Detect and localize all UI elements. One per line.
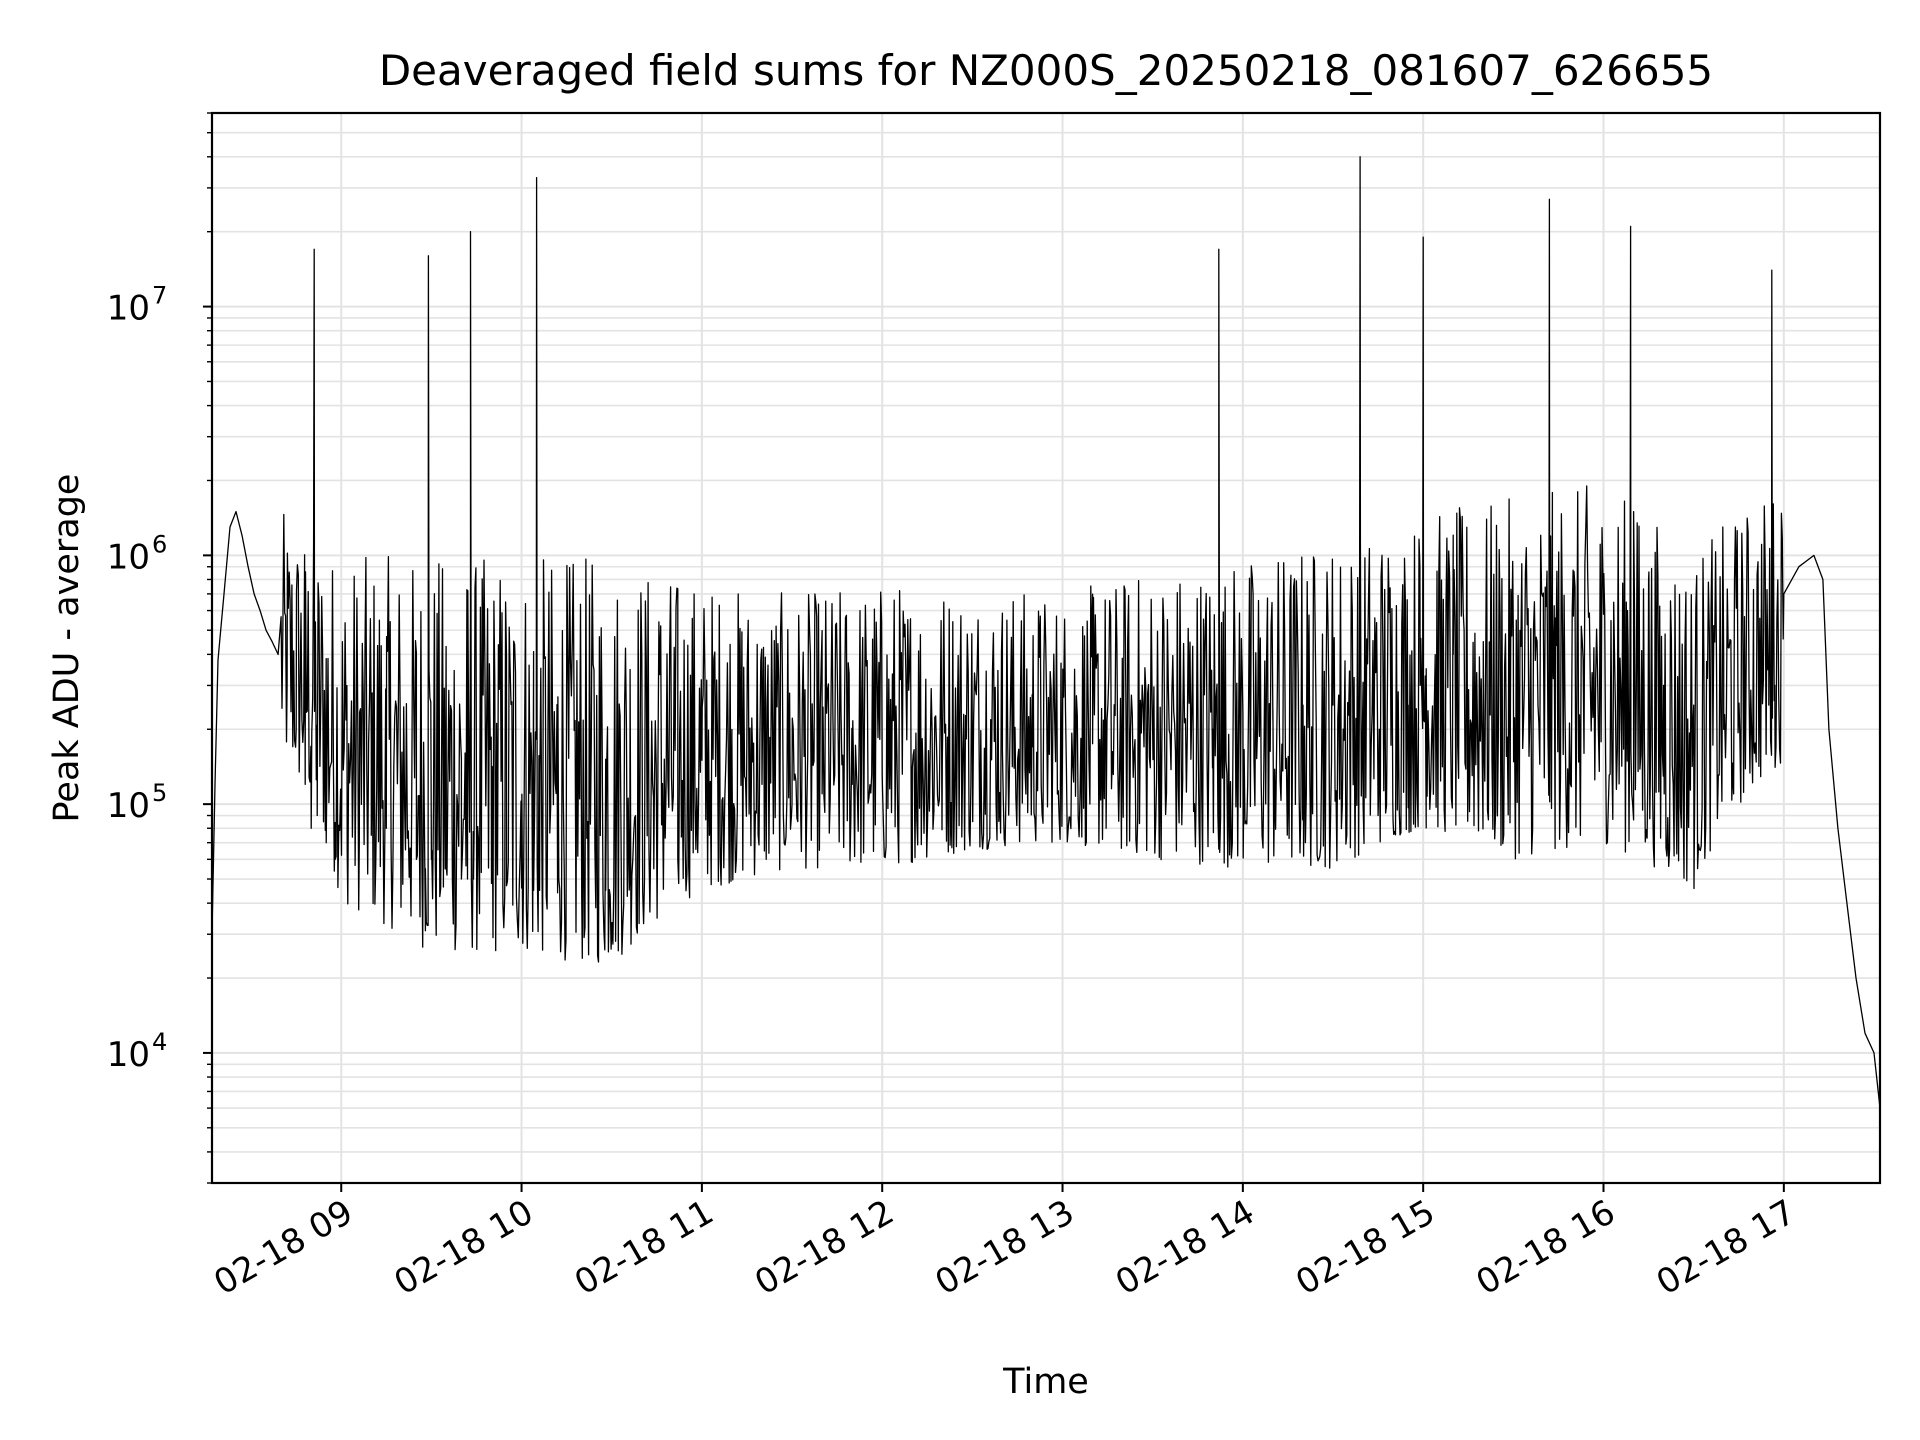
plot-frame — [210, 111, 1882, 1185]
y-tick-label: 10 — [107, 786, 150, 826]
y-tick-exponent: 4 — [152, 1028, 167, 1056]
y-tick-exponent: 5 — [152, 779, 167, 807]
y-axis-label: Peak ADU - average — [47, 474, 87, 823]
x-axis-label: Time — [1002, 1362, 1089, 1402]
y-tick-exponent: 6 — [152, 530, 167, 558]
y-tick-label: 10 — [107, 289, 150, 329]
y-tick-label: 10 — [107, 537, 150, 577]
y-tick-exponent: 7 — [152, 282, 167, 310]
data-line — [211, 156, 1881, 1109]
chart-title: Deaveraged field sums for NZ000S_2025021… — [379, 46, 1713, 95]
series-line — [211, 156, 1881, 1109]
y-tick-label: 10 — [107, 1035, 150, 1075]
